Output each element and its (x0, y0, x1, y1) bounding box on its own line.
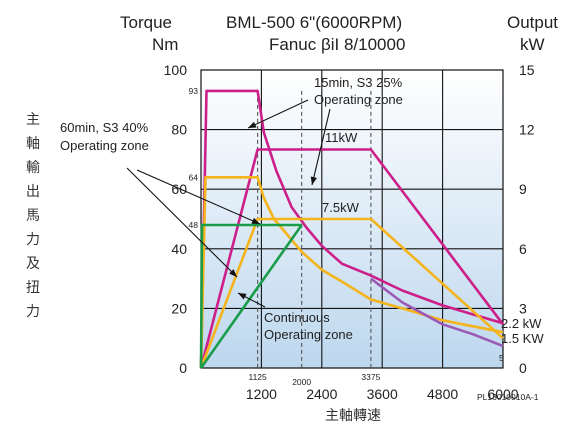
arrow-s3-25-b-head (310, 176, 317, 185)
y-tick-small-1: 64 (189, 172, 199, 182)
annotation-continuous-line1: Continuous (264, 310, 330, 325)
y2-tick-label-0: 0 (519, 360, 527, 376)
power-label-7-5kw: 7.5kW (322, 200, 360, 215)
x-tick-label-1: 2400 (306, 386, 337, 402)
y-tick-label-1: 20 (171, 300, 187, 316)
series-power_s3_40 (199, 217, 504, 369)
arrow-continuous-head (238, 293, 247, 300)
y2-tick-label-4: 12 (519, 122, 535, 138)
annotation-s3-40-line2: Operating zone (60, 138, 149, 153)
x-tick-label-0: 1200 (246, 386, 277, 402)
y-tick-label-2: 40 (171, 241, 187, 257)
series-power_s3_25 (199, 148, 505, 369)
arrow-s3-25-b (311, 108, 331, 186)
chart-title: BML-500 6"(6000RPM) (226, 13, 402, 32)
arrow-s3-25-a (247, 99, 309, 129)
y-axis-label: 主軸輸出馬力及扭力 (26, 112, 40, 320)
arrow-s3-40-b (136, 169, 261, 225)
annotation-s3-40-line1: 60min, S3 40% (60, 120, 149, 135)
chart-code: PL13010010A-1 (477, 392, 539, 402)
left-axis-title-2: Nm (152, 35, 178, 54)
y-tick-label-3: 60 (171, 181, 187, 197)
x-tick-label-2: 3600 (367, 386, 398, 402)
arrow-s3-40-a (126, 167, 238, 278)
y-tick-small-0: 93 (189, 86, 199, 96)
arrow-s3-25-a-head (248, 121, 257, 128)
x-tick-small-0: 1125 (248, 372, 267, 382)
series-torque_s3_25 (199, 89, 504, 369)
y-tick-small-2: 48 (189, 220, 199, 230)
y-tick-label-0: 0 (179, 360, 187, 376)
x-tick-label-3: 4800 (427, 386, 458, 402)
x-tick-label-4: 6000 (487, 386, 518, 402)
series-power_drop (370, 277, 504, 348)
y2-tick-label-3: 9 (519, 181, 527, 197)
arrow-s3-40-b-head (251, 217, 260, 224)
x-tick-small-1: 2000 (292, 377, 311, 387)
power-label-11kw: 11kW (325, 130, 358, 145)
annotation-continuous-line2: Operating zone (264, 327, 353, 342)
y2-tick-label-2: 6 (519, 241, 527, 257)
series-torque_continuous (199, 223, 302, 369)
y-tick-label-5: 100 (164, 62, 188, 78)
annotation-s3-25-line1: 15min, S3 25% (314, 75, 403, 90)
left-axis-title-1: Torque (120, 13, 172, 32)
series-torque_s3_40 (199, 176, 504, 369)
arrow-s3-40-a-head (229, 269, 237, 277)
power-label-1-5kw: 1.5 KW (501, 331, 544, 346)
right-axis-title-2: kW (520, 35, 545, 54)
annotation-arrows (126, 99, 331, 308)
series-layer (199, 89, 505, 369)
y2-tick-label-1: 3 (519, 300, 527, 316)
series-power_continuous (199, 224, 303, 369)
y2-tick-small: 5 (499, 353, 504, 363)
x-tick-small-2: 3375 (361, 372, 380, 382)
y-tick-label-4: 80 (171, 122, 187, 138)
y2-tick-label-5: 15 (519, 62, 535, 78)
right-axis-title-1: Output (507, 13, 558, 32)
power-label-2-2kw: 2.2 kW (501, 316, 542, 331)
annotation-s3-25-line2: Operating zone (314, 92, 403, 107)
x-axis-label: 主軸轉速 (325, 408, 381, 424)
chart-subtitle: Fanuc βiI 8/10000 (269, 35, 405, 54)
